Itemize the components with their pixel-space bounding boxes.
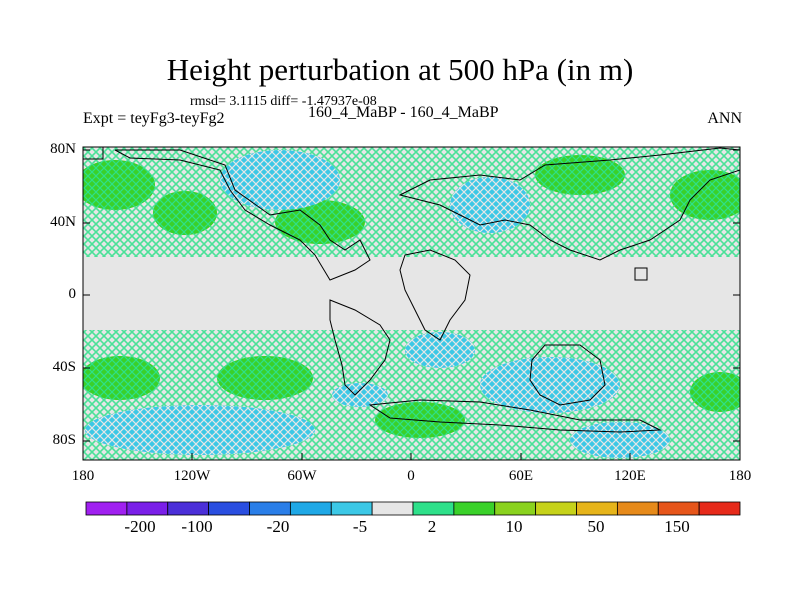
colorbar-label: 50 bbox=[587, 517, 605, 536]
experiment-label: Expt = teyFg3-teyFg2 bbox=[83, 110, 225, 127]
colorbar-label: -100 bbox=[181, 517, 213, 536]
lon-label-60e: 60E bbox=[508, 468, 534, 484]
lon-label-120w: 120W bbox=[173, 468, 211, 484]
colorbar-box bbox=[126, 501, 169, 516]
colorbar-label: -5 bbox=[352, 517, 368, 536]
axis-ticks bbox=[82, 149, 741, 460]
lat-label-80n: 80N bbox=[50, 141, 76, 157]
lon-label-180w: 180 bbox=[71, 468, 95, 484]
colorbar-box bbox=[576, 501, 618, 516]
plot-title: Height perturbation at 500 hPa (in m) bbox=[166, 52, 634, 87]
colorbar-box bbox=[657, 501, 700, 516]
colorbar-box bbox=[289, 501, 332, 516]
lat-label-eq: 0 bbox=[68, 286, 77, 302]
colorbar-label: 150 bbox=[664, 517, 690, 536]
colorbar-box bbox=[494, 501, 537, 516]
colorbar-box bbox=[208, 501, 250, 516]
case-label: 160_4_MaBP - 160_4_MaBP bbox=[308, 104, 499, 121]
field-shading bbox=[83, 147, 740, 460]
colorbar-box bbox=[330, 501, 373, 516]
coastlines bbox=[83, 147, 740, 433]
season-label: ANN bbox=[707, 110, 742, 127]
lat-label-40s: 40S bbox=[52, 359, 76, 375]
colorbar-box bbox=[371, 501, 414, 516]
colorbar-box bbox=[453, 501, 496, 516]
colorbar bbox=[85, 501, 741, 516]
colorbar-label: -200 bbox=[124, 517, 156, 536]
colorbar-box bbox=[167, 501, 210, 516]
lon-label-180e: 180 bbox=[728, 468, 752, 484]
colorbar-label: 10 bbox=[505, 517, 523, 536]
colorbar-box bbox=[698, 501, 741, 516]
colorbar-label: -20 bbox=[266, 517, 290, 536]
lon-label-0: 0 bbox=[407, 468, 415, 484]
rmsd-diff-stats: rmsd= 3.1115 diff= -1.47937e-08 bbox=[190, 94, 377, 109]
lon-label-60w: 60W bbox=[287, 468, 317, 484]
colorbar-box bbox=[535, 501, 577, 516]
lon-label-120e: 120E bbox=[614, 468, 646, 484]
colorbar-box bbox=[85, 501, 128, 516]
lat-label-80s: 80S bbox=[52, 432, 76, 448]
colorbar-box bbox=[616, 501, 659, 516]
lat-label-40n: 40N bbox=[50, 214, 76, 230]
colorbar-box bbox=[249, 501, 291, 516]
colorbar-label: 2 bbox=[427, 517, 437, 536]
colorbar-box bbox=[412, 501, 455, 516]
